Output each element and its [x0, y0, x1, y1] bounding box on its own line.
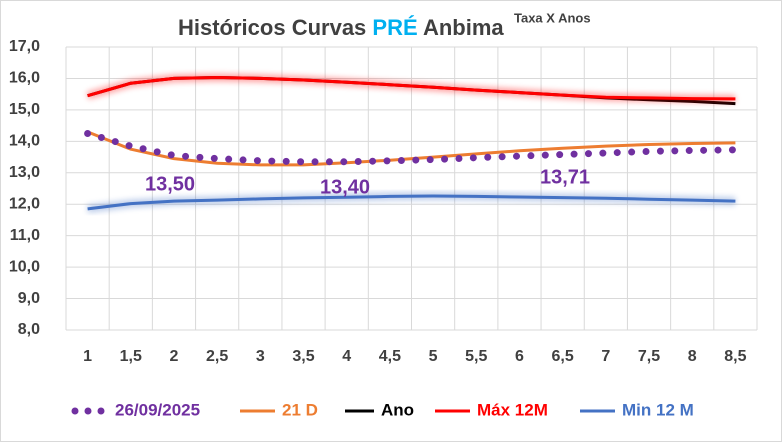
series-layer: [84, 73, 739, 213]
y-tick-label: 15,0: [9, 101, 40, 118]
series-line: [87, 130, 736, 167]
x-tick-label: 4: [342, 348, 351, 365]
legend-label: 26/09/2025: [115, 400, 200, 419]
x-tick-label: 6: [515, 348, 524, 365]
x-tick-label: 7: [601, 348, 610, 365]
annotation: 13,40: [320, 176, 370, 198]
series-line: [87, 194, 736, 211]
x-tick-label: 6,5: [552, 348, 574, 365]
chart-subtitle: Taxa X Anos: [514, 10, 591, 25]
x-tick-label: 2: [170, 348, 179, 365]
x-tick-label: 3: [256, 348, 265, 365]
legend-label: 21 D: [282, 400, 318, 419]
series-line: [87, 76, 736, 101]
x-tick-label: 3,5: [292, 348, 314, 365]
annotation: 13,50: [145, 173, 195, 195]
grid: [65, 46, 758, 331]
legend-label: Máx 12M: [477, 400, 548, 419]
x-tick-label: 5: [429, 348, 438, 365]
y-tick-label: 10,0: [9, 258, 40, 275]
y-tick-label: 14,0: [9, 133, 40, 150]
y-tick-label: 8,0: [18, 321, 40, 338]
y-tick-label: 16,0: [9, 70, 40, 87]
label-layer: 8,0 9,0 10,0 11,0 12,0 13,0 14,0 15,0 16,0 17,0 1 1…: [9, 38, 747, 419]
x-tick-label: 8: [688, 348, 697, 365]
annotation: 13,71: [540, 166, 590, 188]
title-highlight: PRÉ: [372, 15, 417, 40]
x-tick-label: 5,5: [465, 348, 487, 365]
y-tick-label: 13,0: [9, 164, 40, 181]
y-tick-label: 17,0: [9, 38, 40, 55]
x-tick-label: 8,5: [724, 348, 746, 365]
title-part: Anbima: [423, 15, 504, 40]
x-tick-label: 1: [83, 348, 92, 365]
y-tick-label: 12,0: [9, 195, 40, 212]
x-tick-label: 1,5: [120, 348, 142, 365]
x-tick-label: 2,5: [206, 348, 228, 365]
x-tick-label: 7,5: [638, 348, 660, 365]
x-tick-label: 4,5: [379, 348, 401, 365]
chart-title: Históricos Curvas PRÉ Anbima: [178, 15, 504, 40]
legend-label: Ano: [381, 400, 414, 419]
y-tick-label: 9,0: [18, 290, 40, 307]
legend-label: Min 12 M: [622, 400, 694, 419]
y-tick-label: 11,0: [10, 227, 40, 244]
title-part: Históricos Curvas: [178, 15, 366, 40]
